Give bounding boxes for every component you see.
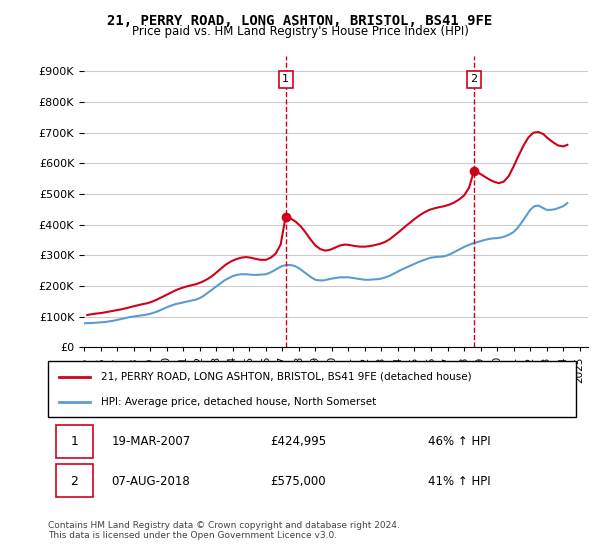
Text: 1: 1 <box>70 435 79 449</box>
Text: 41% ↑ HPI: 41% ↑ HPI <box>428 475 491 488</box>
Text: HPI: Average price, detached house, North Somerset: HPI: Average price, detached house, Nort… <box>101 396 376 407</box>
Text: 19-MAR-2007: 19-MAR-2007 <box>112 435 191 449</box>
Text: £424,995: £424,995 <box>270 435 326 449</box>
FancyBboxPatch shape <box>56 424 93 458</box>
Text: Contains HM Land Registry data © Crown copyright and database right 2024.
This d: Contains HM Land Registry data © Crown c… <box>48 521 400 540</box>
Text: 21, PERRY ROAD, LONG ASHTON, BRISTOL, BS41 9FE (detached house): 21, PERRY ROAD, LONG ASHTON, BRISTOL, BS… <box>101 372 472 382</box>
Text: 07-AUG-2018: 07-AUG-2018 <box>112 475 190 488</box>
Text: Price paid vs. HM Land Registry's House Price Index (HPI): Price paid vs. HM Land Registry's House … <box>131 25 469 38</box>
Text: 2: 2 <box>470 74 478 85</box>
Text: 46% ↑ HPI: 46% ↑ HPI <box>428 435 491 449</box>
Text: £575,000: £575,000 <box>270 475 325 488</box>
Text: 21, PERRY ROAD, LONG ASHTON, BRISTOL, BS41 9FE: 21, PERRY ROAD, LONG ASHTON, BRISTOL, BS… <box>107 14 493 28</box>
Text: 2: 2 <box>70 475 79 488</box>
Text: 1: 1 <box>282 74 289 85</box>
FancyBboxPatch shape <box>48 361 576 417</box>
FancyBboxPatch shape <box>56 464 93 497</box>
